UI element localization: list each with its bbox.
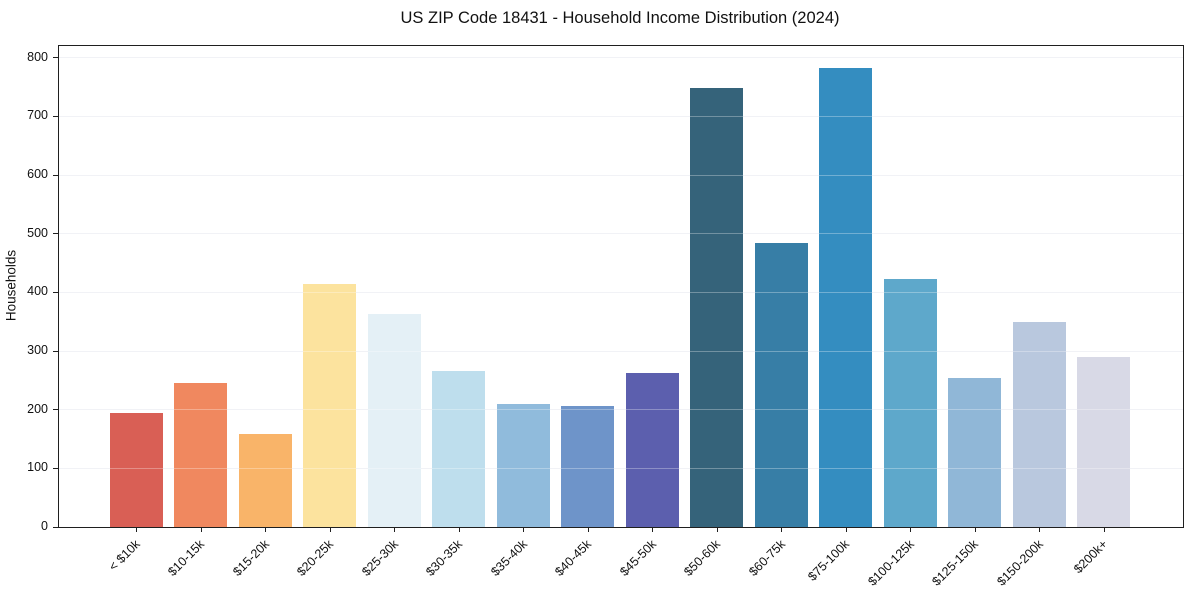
- gridline-overlay-y-300: [59, 350, 1183, 352]
- bar-60-75k: [754, 243, 808, 527]
- x-tick-label-1: $10-15k: [165, 537, 208, 579]
- gridline-overlay-y-200: [59, 409, 1183, 411]
- y-tick-800: [53, 57, 58, 59]
- bar-100-125k: [883, 279, 937, 527]
- gridline-y-100: [59, 467, 1183, 469]
- bar-50-60k: [690, 88, 743, 527]
- gridline-overlay-y-100: [59, 467, 1183, 469]
- bar-35-40k: [496, 404, 550, 527]
- gridline-overlay-y-600: [59, 174, 1183, 176]
- x-tick-label-10: $60-75k: [746, 537, 788, 579]
- y-tick-400: [53, 291, 58, 293]
- x-tick-10: [781, 527, 782, 532]
- x-tick-6: [523, 527, 524, 532]
- y-tick-600: [53, 174, 58, 176]
- gridline-y-200: [59, 409, 1183, 411]
- x-tick-label-11: $75-100k: [805, 537, 853, 584]
- x-tick-label-6: $35-40k: [488, 537, 530, 579]
- x-tick-label-9: $50-60k: [681, 537, 724, 579]
- x-tick-0: [136, 527, 137, 532]
- y-tick-label-200: 200: [27, 401, 48, 416]
- x-tick-label-0: < $10k: [106, 537, 143, 574]
- x-tick-13: [974, 527, 976, 532]
- x-tick-3: [329, 527, 331, 532]
- chart-title: US ZIP Code 18431 - Household Income Dis…: [400, 9, 840, 27]
- x-tick-11: [845, 527, 847, 532]
- x-tick-label-4: $25-30k: [359, 537, 401, 579]
- x-tick-label-3: $20-25k: [294, 537, 337, 579]
- gridline-y-500: [59, 233, 1183, 235]
- bar-40-45k: [561, 406, 614, 527]
- x-tick-12: [910, 527, 911, 532]
- gridline-overlay-y-400: [59, 291, 1183, 293]
- y-tick-0: [53, 526, 58, 528]
- x-tick-label-13: $125-150k: [929, 537, 982, 589]
- gridline-y-800: [59, 57, 1183, 59]
- x-tick-7: [587, 527, 589, 532]
- y-tick-label-700: 700: [27, 108, 48, 123]
- gridline-y-600: [59, 174, 1183, 176]
- x-tick-14: [1039, 527, 1040, 532]
- x-tick-2: [265, 527, 266, 532]
- gridline-overlay-y-800: [59, 57, 1183, 59]
- bar-20-25k: [303, 283, 356, 527]
- x-tick-label-14: $150-200k: [994, 537, 1046, 589]
- y-tick-700: [53, 115, 58, 117]
- bar-200k: [1077, 357, 1130, 527]
- x-tick-15: [1103, 527, 1105, 532]
- plot-area: [58, 45, 1184, 528]
- x-tick-label-5: $30-35k: [423, 537, 466, 579]
- y-tick-100: [53, 467, 58, 469]
- y-tick-label-600: 600: [27, 167, 48, 182]
- y-tick-label-800: 800: [27, 49, 48, 64]
- bar-15-20k: [238, 433, 292, 527]
- bar-45-50k: [625, 373, 679, 527]
- x-tick-9: [716, 527, 718, 532]
- y-tick-label-300: 300: [27, 343, 48, 358]
- x-tick-label-12: $100-125k: [865, 537, 917, 589]
- y-tick-200: [53, 409, 58, 411]
- y-tick-label-500: 500: [27, 225, 48, 240]
- bar-10-15k: [174, 383, 227, 527]
- bar-30-35k: [432, 370, 485, 527]
- y-tick-300: [53, 350, 58, 352]
- bar-125-150k: [948, 378, 1001, 527]
- x-tick-label-7: $40-45k: [552, 537, 595, 579]
- bar-150-200k: [1012, 322, 1066, 527]
- y-tick-label-100: 100: [27, 460, 48, 475]
- y-tick-500: [53, 233, 58, 235]
- gridline-y-700: [59, 115, 1183, 117]
- bar-75-100k: [819, 68, 872, 527]
- y-tick-label-0: 0: [41, 519, 48, 533]
- y-tick-label-400: 400: [27, 284, 48, 299]
- x-tick-label-2: $15-20k: [230, 537, 272, 579]
- x-tick-8: [652, 527, 653, 532]
- x-tick-4: [394, 527, 395, 532]
- bar-10k: [109, 413, 163, 527]
- gridline-y-400: [59, 291, 1183, 293]
- bar-25-30k: [367, 314, 421, 527]
- gridline-overlay-y-700: [59, 115, 1183, 117]
- x-tick-1: [200, 527, 202, 532]
- x-tick-label-8: $45-50k: [617, 537, 659, 579]
- x-tick-5: [458, 527, 460, 532]
- gridline-overlay-y-500: [59, 233, 1183, 235]
- gridline-y-300: [59, 350, 1183, 352]
- x-tick-label-15: $200k+: [1071, 537, 1111, 577]
